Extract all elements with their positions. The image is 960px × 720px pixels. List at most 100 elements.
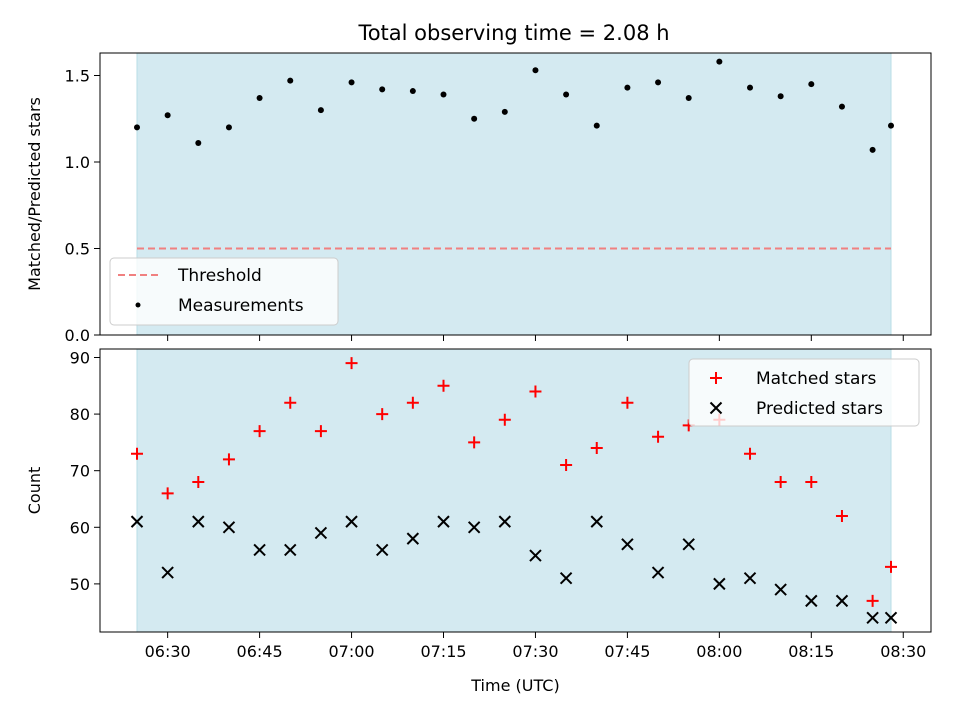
ratio-panel: 0.0 0.5 1.0 1.5 Matched/Predicted stars Thres… — [25, 52, 932, 345]
x-tick-label: 08:30 — [880, 642, 926, 661]
data-point — [192, 515, 205, 528]
data-point — [130, 515, 144, 528]
data-point — [866, 611, 879, 625]
data-point — [345, 357, 358, 370]
axes-frame — [99, 348, 932, 633]
data-point — [161, 566, 174, 579]
data-point — [884, 611, 898, 625]
data-point — [682, 538, 695, 551]
series-matched-stars — [131, 357, 897, 607]
data-point — [314, 425, 327, 438]
data-point — [317, 107, 324, 114]
y-tick-label: 60 — [70, 518, 90, 537]
data-point — [621, 538, 634, 551]
data-point — [532, 67, 539, 74]
x-tick-label: 08:15 — [788, 642, 834, 661]
data-point — [406, 532, 420, 545]
data-point — [345, 515, 358, 528]
legend-measurements-label: Measurements — [178, 296, 304, 316]
data-point — [774, 476, 787, 489]
data-point — [593, 122, 600, 129]
x-tick-label: 06:30 — [145, 642, 191, 661]
legend: Threshold Measurements — [109, 257, 339, 326]
legend-predicted-label: Predicted stars — [756, 399, 883, 419]
legend-predicted-swatch — [709, 401, 723, 415]
data-point — [835, 509, 848, 522]
y-tick-label: 50 — [70, 575, 90, 594]
data-point — [225, 124, 232, 131]
data-point — [743, 572, 757, 585]
x-axis-label: Time (UTC) — [470, 676, 559, 695]
x-tick-label: 07:45 — [604, 642, 650, 661]
data-point — [777, 93, 784, 100]
data-point — [808, 81, 815, 88]
y-tick-label: 1.5 — [65, 66, 90, 85]
data-point — [651, 566, 665, 579]
y-tick-label: 80 — [70, 405, 90, 424]
data-point — [774, 583, 787, 596]
legend-matched-swatch — [710, 372, 722, 384]
data-point — [437, 379, 450, 392]
y-tick-label: 70 — [70, 462, 90, 481]
data-point — [498, 515, 512, 528]
data-point — [590, 515, 603, 528]
data-point — [563, 91, 570, 98]
data-point — [747, 84, 754, 91]
data-point — [222, 453, 235, 466]
legend-threshold-label: Threshold — [177, 266, 262, 286]
data-point — [379, 86, 386, 93]
data-point — [161, 487, 174, 500]
data-point — [835, 594, 849, 608]
data-point — [284, 543, 297, 557]
data-point — [134, 124, 140, 131]
data-point — [560, 459, 573, 472]
legend-matched-label: Matched stars — [756, 369, 876, 389]
data-point — [348, 79, 355, 86]
data-point — [590, 442, 603, 455]
data-point — [375, 543, 389, 557]
x-tick-label: 07:15 — [420, 642, 466, 661]
y-tick-label: 0.0 — [65, 326, 90, 345]
data-point — [652, 430, 665, 443]
series-predicted-stars — [130, 515, 898, 625]
legend: Matched stars Predicted stars — [688, 358, 920, 427]
figure-title: Total observing time = 2.08 h — [357, 21, 669, 45]
data-point — [256, 94, 263, 101]
y-tick-label: 90 — [70, 348, 90, 367]
data-point — [529, 549, 542, 562]
data-point — [498, 413, 511, 426]
data-point — [287, 77, 294, 84]
data-point — [529, 385, 542, 398]
y-axis-label: Count — [25, 467, 44, 515]
y-tick-label: 0.5 — [65, 239, 90, 258]
data-point — [440, 91, 447, 98]
data-point — [744, 447, 757, 460]
data-point — [164, 112, 171, 119]
data-point — [409, 88, 416, 95]
data-point — [866, 594, 879, 607]
data-point — [253, 543, 266, 557]
series-measurements — [134, 58, 894, 153]
data-point — [437, 515, 450, 528]
y-axis-label: Matched/Predicted stars — [25, 97, 44, 291]
data-point — [406, 396, 419, 409]
data-point — [501, 108, 508, 115]
data-point — [869, 146, 876, 153]
data-point — [685, 94, 692, 101]
data-point — [376, 408, 389, 421]
x-tick-label: 07:00 — [328, 642, 374, 661]
count-panel: 50 60 70 80 90 06:30 06:45 07:00 07:15 07:30 07:45… — [25, 348, 932, 695]
y-tick-label: 1.0 — [65, 153, 90, 172]
data-point — [284, 396, 297, 409]
data-point — [805, 594, 818, 608]
data-point — [624, 84, 631, 91]
data-point — [559, 572, 573, 585]
data-point — [253, 425, 266, 438]
data-point — [131, 447, 143, 460]
data-point — [885, 560, 897, 573]
data-point — [471, 115, 478, 122]
data-point — [195, 139, 202, 146]
data-point — [222, 521, 236, 534]
data-point — [468, 436, 481, 449]
